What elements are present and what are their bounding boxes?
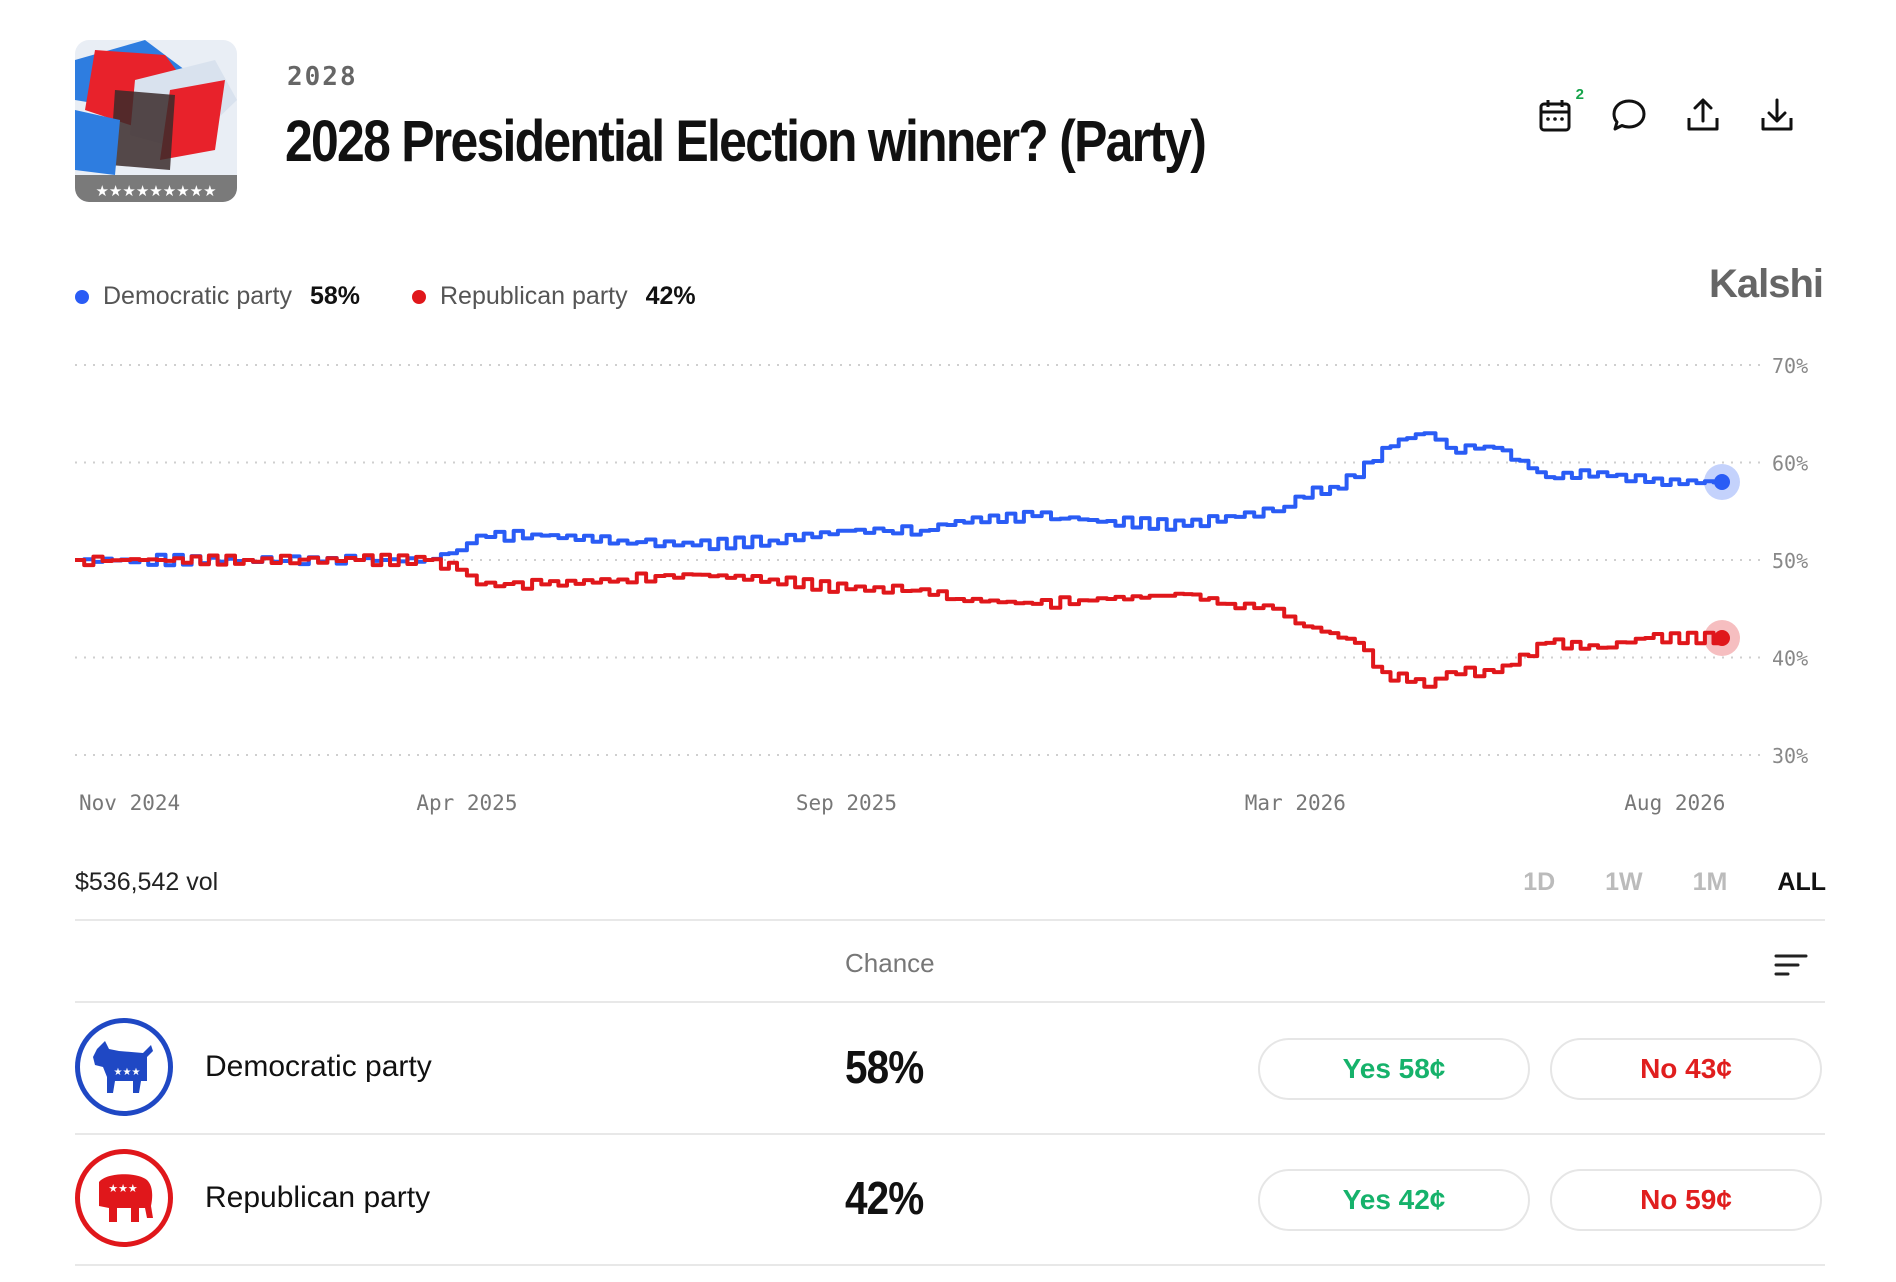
calendar-icon — [1539, 100, 1571, 132]
divider — [75, 1133, 1825, 1135]
range-1w-button[interactable]: 1W — [1605, 868, 1643, 896]
x-tick-label: Aug 2026 — [1624, 791, 1725, 815]
market-thumbnail: ★★★★★★★★★ — [75, 40, 237, 202]
volume-text: $536,542 vol — [75, 868, 219, 896]
series-line-republican — [75, 552, 1724, 689]
legend-label: Republican party — [440, 282, 628, 310]
sort-icon[interactable] — [1774, 952, 1808, 978]
share-button[interactable] — [1684, 96, 1722, 134]
share-icon — [1687, 98, 1719, 131]
download-icon — [1761, 98, 1793, 131]
series-endpoint-dot — [1714, 630, 1730, 646]
x-tick-label: Apr 2025 — [416, 791, 517, 815]
legend-value: 42% — [645, 282, 696, 310]
outcome-row-democratic[interactable]: ★★★ Democratic party 58% Yes 58¢ No 43¢ — [75, 1004, 1825, 1134]
svg-text:★★★★★★★★★: ★★★★★★★★★ — [95, 182, 216, 200]
price-chart[interactable]: 70% 60% 50% 40% 30% Nov 2024 Apr 2025 Sep 2025… — [0, 340, 1896, 840]
chart-legend: Democratic party 58% Republican party 42… — [75, 282, 696, 311]
divider — [75, 919, 1825, 921]
x-tick-label: Mar 2026 — [1245, 791, 1346, 815]
buy-no-button[interactable]: No 43¢ — [1550, 1038, 1822, 1100]
x-tick-label: Sep 2025 — [796, 791, 897, 815]
legend-dot — [75, 289, 89, 304]
time-range-selector: 1D 1W 1M ALL — [1523, 868, 1826, 897]
y-tick-label: 60% — [1772, 452, 1808, 476]
svg-text:★★★: ★★★ — [114, 1067, 141, 1078]
elephant-logo: ★★★ — [75, 1149, 173, 1247]
series-line-democratic — [75, 431, 1724, 568]
buy-yes-button[interactable]: Yes 42¢ — [1258, 1169, 1530, 1231]
y-tick-label: 70% — [1772, 354, 1808, 378]
divider — [75, 1264, 1825, 1266]
market-category: 2028 — [287, 62, 358, 92]
toolbar: 2 — [1536, 86, 1796, 134]
donkey-logo: ★★★ — [75, 1018, 173, 1116]
buy-yes-button[interactable]: Yes 58¢ — [1258, 1038, 1530, 1100]
range-1d-button[interactable]: 1D — [1523, 868, 1556, 896]
buy-no-button[interactable]: No 59¢ — [1550, 1169, 1822, 1231]
outcome-name: Republican party — [205, 1181, 431, 1214]
outcome-chance: 58% — [845, 1041, 924, 1093]
legend-item-republican: Republican party 42% — [412, 282, 696, 311]
comment-button[interactable] — [1610, 96, 1648, 134]
range-1m-button[interactable]: 1M — [1692, 868, 1728, 896]
svg-text:★★★: ★★★ — [108, 1182, 138, 1195]
kalshi-logo: Kalshi — [1708, 262, 1824, 306]
download-button[interactable] — [1758, 96, 1796, 134]
x-tick-label: Nov 2024 — [79, 791, 180, 815]
legend-dot — [412, 289, 426, 304]
series-endpoint-dot — [1714, 474, 1730, 490]
page-title: 2028 Presidential Election winner? (Part… — [285, 109, 1207, 174]
outcome-row-republican[interactable]: ★★★ Republican party 42% Yes 42¢ No 59¢ — [75, 1135, 1825, 1265]
calendar-button[interactable]: 2 — [1536, 86, 1584, 134]
legend-item-democratic: Democratic party 58% — [75, 282, 360, 311]
y-tick-label: 50% — [1772, 549, 1808, 573]
chance-column-header: Chance — [845, 948, 935, 978]
range-all-button[interactable]: ALL — [1777, 868, 1826, 896]
y-tick-label: 40% — [1772, 647, 1808, 671]
outcome-name: Democratic party — [205, 1050, 432, 1083]
legend-value: 58% — [309, 282, 360, 310]
comment-icon — [1612, 99, 1646, 131]
calendar-badge: 2 — [1575, 86, 1584, 103]
y-tick-label: 30% — [1772, 744, 1808, 768]
divider — [75, 1001, 1825, 1003]
outcome-chance: 42% — [845, 1172, 924, 1224]
legend-label: Democratic party — [103, 282, 292, 310]
